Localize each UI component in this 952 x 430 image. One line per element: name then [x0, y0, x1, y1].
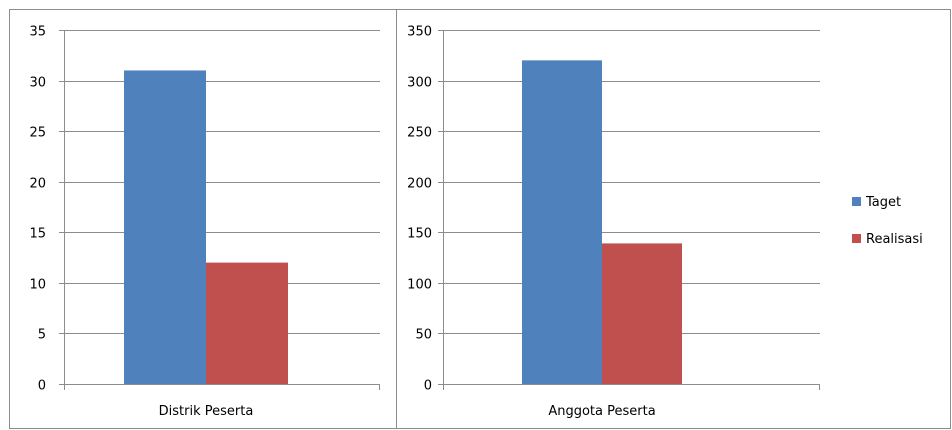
y-tick-label-distrik-20: 20 — [29, 177, 46, 192]
y-tick-label-anggota-200: 200 — [407, 177, 432, 192]
bar-anggota-taget — [522, 60, 602, 384]
legend: Taget Realisasi — [852, 195, 923, 247]
y-tick-label-distrik-25: 25 — [29, 126, 46, 141]
chart-panel-anggota: 0 50 100 150 200 250 300 350 Anggota Peserta — [407, 25, 820, 419]
y-tick-label-anggota-100: 100 — [407, 278, 432, 293]
y-tick-label-anggota-250: 250 — [407, 126, 432, 141]
y-tick-label-distrik-30: 30 — [29, 76, 46, 91]
y-tick-label-anggota-50: 50 — [415, 328, 432, 343]
bar-anggota-realisasi — [602, 243, 682, 384]
y-tick-label-anggota-300: 300 — [407, 76, 432, 91]
bar-distrik-taget — [124, 70, 206, 384]
x-category-label-distrik: Distrik Peserta — [159, 404, 254, 419]
y-tick-label-distrik-15: 15 — [29, 227, 46, 242]
y-tick-label-distrik-10: 10 — [29, 278, 46, 293]
legend-label-taget: Taget — [865, 195, 901, 210]
legend-swatch-taget — [852, 197, 861, 206]
legend-swatch-realisasi — [852, 234, 861, 243]
bar-distrik-realisasi — [206, 262, 288, 384]
y-tick-label-anggota-0: 0 — [424, 379, 432, 394]
y-tick-label-anggota-350: 350 — [407, 25, 432, 40]
y-tick-label-distrik-0: 0 — [38, 379, 46, 394]
y-tick-label-distrik-35: 35 — [29, 25, 46, 40]
y-tick-label-anggota-150: 150 — [407, 227, 432, 242]
y-tick-label-distrik-5: 5 — [38, 328, 46, 343]
chart-panel-distrik: 0 5 10 15 20 25 30 35 Distrik Peserta — [29, 25, 380, 419]
legend-label-realisasi: Realisasi — [866, 232, 923, 247]
x-category-label-anggota: Anggota Peserta — [548, 404, 655, 419]
